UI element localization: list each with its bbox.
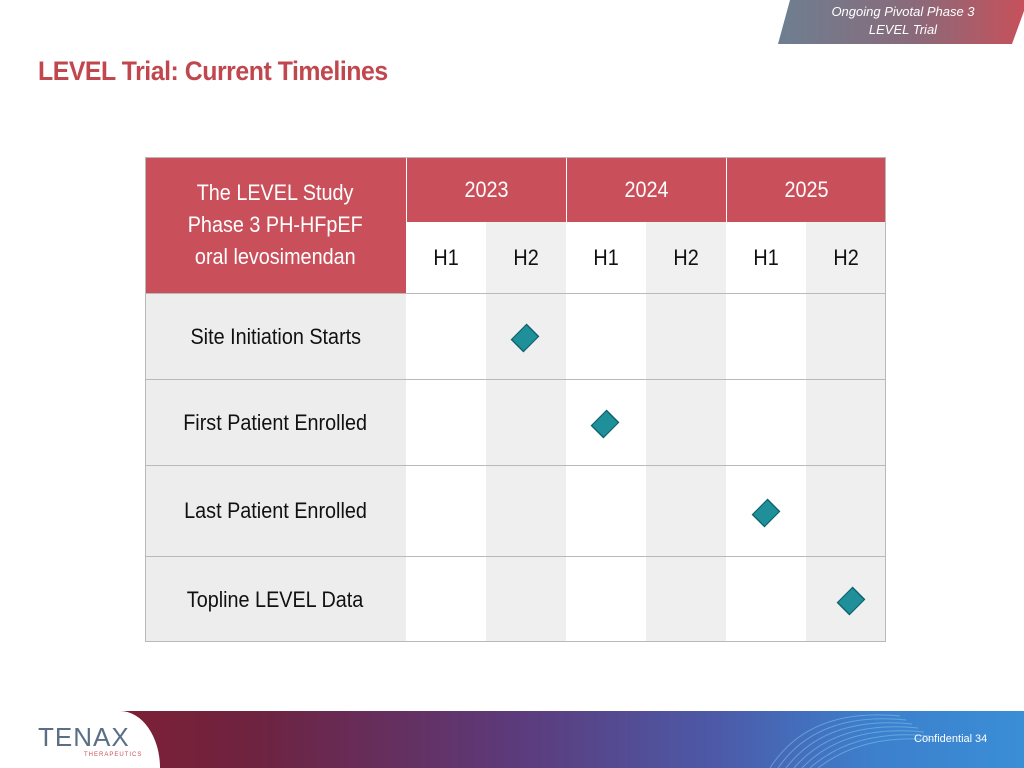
year-header-2024: 2024 <box>566 157 726 222</box>
year-header-2025: 2025 <box>726 157 886 222</box>
grid-cell <box>806 465 886 556</box>
grid-cell <box>646 293 726 379</box>
half-header: H1 <box>406 222 486 293</box>
row-label-last-patient: Last Patient Enrolled <box>145 465 406 556</box>
grid-cell <box>486 379 566 465</box>
study-header-line-1: The LEVEL Study <box>197 180 354 205</box>
grid-cell <box>406 293 486 379</box>
half-header: H1 <box>726 222 806 293</box>
grid-cell <box>406 556 486 642</box>
section-banner: Ongoing Pivotal Phase 3 LEVEL Trial <box>778 0 1024 44</box>
study-header-cell: The LEVEL Study Phase 3 PH-HFpEF oral le… <box>145 157 406 293</box>
grid-cell <box>806 293 886 379</box>
grid-cell <box>646 465 726 556</box>
grid-cell <box>566 556 646 642</box>
grid-cell <box>726 379 806 465</box>
logo-area <box>0 711 160 768</box>
timeline-table: The LEVEL Study Phase 3 PH-HFpEF oral le… <box>145 157 886 642</box>
banner-line-1: Ongoing Pivotal Phase 3 <box>831 4 975 19</box>
half-header: H1 <box>566 222 646 293</box>
year-header-2023: 2023 <box>406 157 566 222</box>
grid-cell <box>726 556 806 642</box>
row-label-site-initiation: Site Initiation Starts <box>145 293 406 379</box>
grid-cell <box>806 379 886 465</box>
page-number: 34 <box>975 733 988 745</box>
page-title: LEVEL Trial: Current Timelines <box>38 56 388 86</box>
row-label-topline-data: Topline LEVEL Data <box>145 556 406 642</box>
grid-cell <box>726 293 806 379</box>
grid-cell <box>486 556 566 642</box>
confidential-label: Confidential <box>914 733 973 745</box>
grid-cell <box>566 465 646 556</box>
company-logo: TENAX <box>38 722 130 752</box>
banner-shape <box>778 0 1024 44</box>
study-header-line-3: oral levosimendan <box>195 244 356 269</box>
footer-swirl-decoration <box>769 714 937 768</box>
grid-cell <box>406 465 486 556</box>
half-header: H2 <box>806 222 886 293</box>
company-logo-subtitle: THERAPEUTICS <box>84 752 143 758</box>
half-header: H2 <box>486 222 566 293</box>
study-header-line-2: Phase 3 PH-HFpEF <box>188 212 363 237</box>
grid-cell <box>646 379 726 465</box>
grid-cell <box>646 556 726 642</box>
grid-cell <box>406 379 486 465</box>
grid-cell <box>566 293 646 379</box>
row-label-first-patient: First Patient Enrolled <box>145 379 406 465</box>
grid-cell <box>486 465 566 556</box>
footer-bar <box>0 711 1024 768</box>
banner-line-2: LEVEL Trial <box>868 22 938 37</box>
half-header: H2 <box>646 222 726 293</box>
